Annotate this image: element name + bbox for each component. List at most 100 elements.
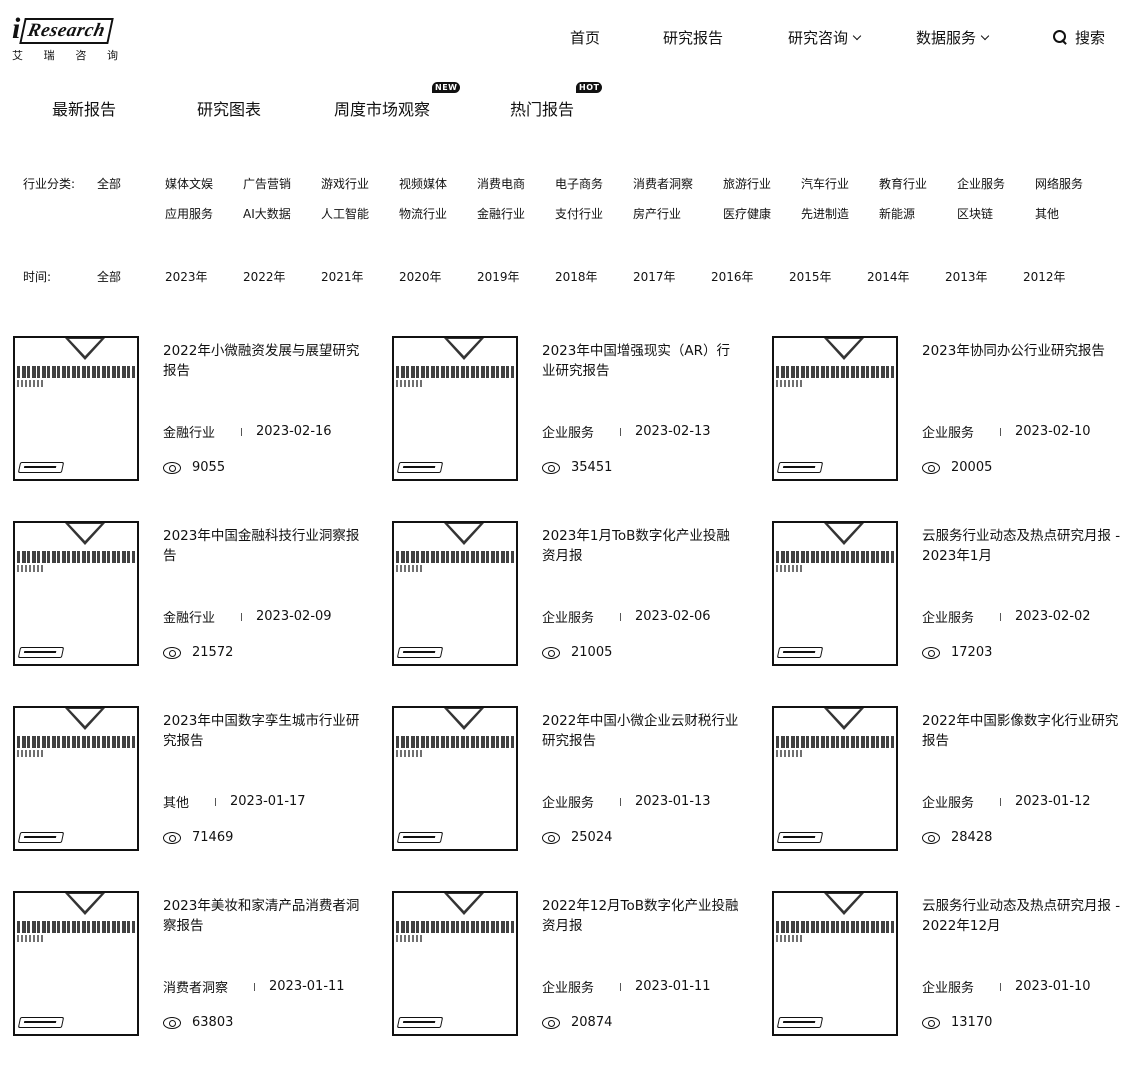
industry-option[interactable]: 先进制造 bbox=[801, 207, 850, 221]
report-category[interactable]: 企业服务 bbox=[542, 981, 595, 996]
report-title[interactable]: 2023年1月ToB数字化产业投融资月报 bbox=[542, 528, 730, 564]
industry-option[interactable]: 医疗健康 bbox=[723, 207, 772, 221]
industry-option[interactable]: 汽车行业 bbox=[801, 177, 850, 191]
report-title[interactable]: 云服务行业动态及热点研究月报 - 2022年12月 bbox=[922, 898, 1121, 934]
report-title[interactable]: 2023年中国数字孪生城市行业研究报告 bbox=[163, 713, 360, 749]
tab-latest[interactable]: 最新报告 bbox=[52, 96, 116, 120]
cover-title-band bbox=[776, 736, 894, 748]
report-category[interactable]: 其他 bbox=[163, 796, 190, 811]
eye-icon bbox=[922, 461, 940, 474]
meta-divider bbox=[620, 982, 622, 991]
time-option[interactable]: 2013年 bbox=[945, 270, 988, 284]
time-option[interactable]: 2019年 bbox=[477, 270, 520, 284]
report-cover-image[interactable] bbox=[772, 336, 898, 481]
report-title[interactable]: 2022年中国小微企业云财税行业研究报告 bbox=[542, 713, 739, 749]
report-title[interactable]: 2023年中国增强现实（AR）行业研究报告 bbox=[542, 343, 730, 379]
report-category[interactable]: 金融行业 bbox=[163, 426, 216, 441]
industry-option[interactable]: 人工智能 bbox=[321, 207, 370, 221]
time-option[interactable]: 2020年 bbox=[399, 270, 442, 284]
report-date: 2023-01-11 bbox=[269, 979, 345, 994]
report-category[interactable]: 消费者洞察 bbox=[163, 981, 229, 996]
tab-label: 最新报告 bbox=[52, 100, 117, 119]
industry-option[interactable]: 广告营销 bbox=[243, 177, 292, 191]
nav-home[interactable]: 首页 bbox=[570, 27, 600, 48]
report-category[interactable]: 企业服务 bbox=[542, 426, 595, 441]
report-title[interactable]: 2022年小微融资发展与展望研究报告 bbox=[163, 343, 360, 379]
industry-option[interactable]: 旅游行业 bbox=[723, 177, 772, 191]
report-title[interactable]: 云服务行业动态及热点研究月报 - 2023年1月 bbox=[922, 528, 1121, 564]
industry-option-all[interactable]: 全部 bbox=[97, 177, 122, 191]
industry-option[interactable]: 媒体文娱 bbox=[165, 177, 214, 191]
industry-option[interactable]: 物流行业 bbox=[399, 207, 448, 221]
report-category[interactable]: 企业服务 bbox=[922, 796, 975, 811]
industry-option[interactable]: 教育行业 bbox=[879, 177, 928, 191]
time-option[interactable]: 2015年 bbox=[789, 270, 832, 284]
industry-option[interactable]: 消费者洞察 bbox=[633, 177, 694, 191]
cover-title-band bbox=[17, 736, 135, 748]
report-cover-image[interactable] bbox=[392, 521, 518, 666]
report-cover-image[interactable] bbox=[13, 891, 139, 1036]
report-title[interactable]: 2023年协同办公行业研究报告 bbox=[922, 343, 1105, 359]
cover-triangle-inner bbox=[69, 339, 101, 356]
report-cover-image[interactable] bbox=[13, 706, 139, 851]
cover-logo-icon bbox=[17, 647, 65, 658]
industry-option[interactable]: 金融行业 bbox=[477, 207, 526, 221]
time-option[interactable]: 2023年 bbox=[165, 270, 208, 284]
report-cover-image[interactable] bbox=[13, 521, 139, 666]
time-option[interactable]: 2016年 bbox=[711, 270, 754, 284]
cover-triangle-inner bbox=[828, 894, 860, 911]
logo[interactable]: i Research 艾 瑞 咨 询 bbox=[12, 10, 122, 66]
report-cover-image[interactable] bbox=[772, 706, 898, 851]
industry-option[interactable]: 应用服务 bbox=[165, 207, 214, 221]
time-option[interactable]: 2022年 bbox=[243, 270, 286, 284]
time-option-all[interactable]: 全部 bbox=[97, 270, 122, 284]
industry-option[interactable]: 新能源 bbox=[879, 207, 916, 221]
meta-divider bbox=[1000, 982, 1002, 991]
time-option[interactable]: 2018年 bbox=[555, 270, 598, 284]
report-title[interactable]: 2022年12月ToB数字化产业投融资月报 bbox=[542, 898, 739, 934]
logo-sub-char: 询 bbox=[106, 49, 118, 62]
report-title[interactable]: 2023年美妆和家清产品消费者洞察报告 bbox=[163, 898, 360, 934]
eye-icon bbox=[542, 1016, 560, 1029]
tab-hot[interactable]: 热门报告 HOT bbox=[510, 82, 603, 120]
industry-option[interactable]: 消费电商 bbox=[477, 177, 526, 191]
industry-option[interactable]: 支付行业 bbox=[555, 207, 604, 221]
nav-data[interactable]: 数据服务 bbox=[916, 27, 990, 48]
time-option[interactable]: 2021年 bbox=[321, 270, 364, 284]
report-cover-image[interactable] bbox=[392, 706, 518, 851]
report-category[interactable]: 金融行业 bbox=[163, 611, 216, 626]
industry-option[interactable]: 电子商务 bbox=[555, 177, 604, 191]
nav-consult[interactable]: 研究咨询 bbox=[788, 27, 862, 48]
report-category[interactable]: 企业服务 bbox=[922, 981, 975, 996]
industry-option[interactable]: 企业服务 bbox=[957, 177, 1006, 191]
report-category[interactable]: 企业服务 bbox=[542, 796, 595, 811]
report-meta: 消费者洞察 2023-01-11 bbox=[163, 977, 345, 996]
report-category[interactable]: 企业服务 bbox=[542, 611, 595, 626]
report-title[interactable]: 2022年中国影像数字化行业研究报告 bbox=[922, 713, 1119, 749]
cover-title-band bbox=[776, 366, 894, 378]
report-category[interactable]: 企业服务 bbox=[922, 611, 975, 626]
report-cover-image[interactable] bbox=[392, 891, 518, 1036]
report-cover-image[interactable] bbox=[13, 336, 139, 481]
nav-reports[interactable]: 研究报告 bbox=[663, 27, 723, 48]
report-cover-image[interactable] bbox=[772, 891, 898, 1036]
nav-search[interactable]: 搜索 bbox=[1053, 27, 1105, 48]
industry-option[interactable]: 视频媒体 bbox=[399, 177, 448, 191]
report-category[interactable]: 企业服务 bbox=[922, 426, 975, 441]
report-date: 2023-01-11 bbox=[635, 979, 711, 994]
time-option[interactable]: 2014年 bbox=[867, 270, 910, 284]
industry-option[interactable]: 房产行业 bbox=[633, 207, 682, 221]
time-option[interactable]: 2017年 bbox=[633, 270, 676, 284]
report-title[interactable]: 2023年中国金融科技行业洞察报告 bbox=[163, 528, 360, 564]
cover-logo-icon bbox=[396, 832, 444, 843]
report-cover-image[interactable] bbox=[772, 521, 898, 666]
industry-option[interactable]: 区块链 bbox=[957, 207, 994, 221]
report-cover-image[interactable] bbox=[392, 336, 518, 481]
tab-weekly[interactable]: 周度市场观察 NEW bbox=[334, 82, 461, 120]
industry-option[interactable]: 游戏行业 bbox=[321, 177, 370, 191]
tab-charts[interactable]: 研究图表 bbox=[197, 96, 261, 120]
time-option[interactable]: 2012年 bbox=[1023, 270, 1066, 284]
industry-option[interactable]: 其他 bbox=[1035, 207, 1060, 221]
industry-option[interactable]: 网络服务 bbox=[1035, 177, 1084, 191]
industry-option[interactable]: AI大数据 bbox=[243, 207, 291, 221]
